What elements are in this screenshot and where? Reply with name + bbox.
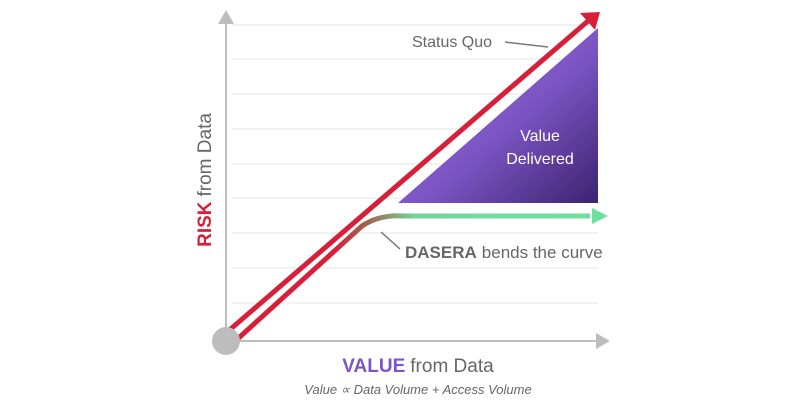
dasera-label: DASERA bends the curve (405, 243, 603, 262)
leader-line (380, 231, 401, 250)
value-delivered-label: Value (520, 128, 560, 145)
status-quo-label: Status Quo (412, 34, 492, 51)
x-axis-arrow (596, 333, 610, 349)
status-quo-arrow (580, 12, 600, 30)
x-axis-label: VALUE from Data (342, 356, 494, 377)
dasera-rest: bends the curve (482, 243, 603, 262)
dasera-strong: DASERA (405, 243, 477, 262)
dasera-arrow (592, 208, 608, 224)
x-axis-rest: from Data (410, 356, 494, 377)
value-delivered-label: Delivered (506, 151, 574, 168)
status-quo-line (224, 19, 590, 335)
y-axis-strong: RISK (195, 201, 216, 247)
y-axis-arrow (218, 10, 234, 24)
formula: Value ∝ Data Volume + Access Volume (304, 382, 531, 397)
value-delivered-area (398, 28, 598, 203)
x-axis-strong: VALUE (342, 356, 405, 377)
y-axis-label: RISK from Data (195, 113, 216, 247)
dasera-curve (230, 213, 590, 346)
leader-line (504, 41, 549, 48)
origin (212, 327, 240, 355)
y-axis-rest: from Data (195, 113, 216, 197)
